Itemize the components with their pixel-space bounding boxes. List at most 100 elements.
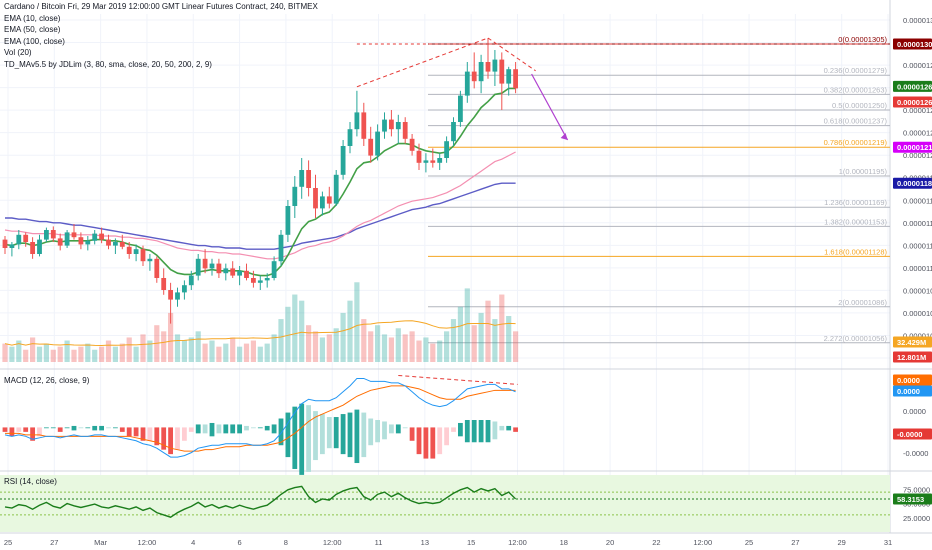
volume-bar: [264, 343, 270, 362]
time-tick-label: 12:00: [138, 538, 157, 547]
time-tick-label: 4: [191, 538, 195, 547]
volume-bar: [354, 282, 360, 362]
macd-histogram-bar: [271, 424, 277, 434]
fib-level-label: 0.618(0.00001237): [824, 117, 888, 126]
candle-body: [175, 292, 180, 300]
macd-tick-label: 0.0000: [903, 407, 926, 416]
trend-drawings[interactable]: [356, 37, 890, 141]
fib-level-label: 0.5(0.00001250): [832, 101, 888, 110]
candle-body: [437, 158, 443, 163]
volume-bar: [216, 346, 222, 362]
price-tag-text: 0.00001265: [897, 98, 932, 107]
macd-histogram-bar: [326, 417, 332, 449]
candle-body: [264, 278, 270, 281]
macd-histogram-bar: [506, 425, 512, 431]
volume-bar: [85, 343, 91, 362]
price-tag-text: 32.429M: [897, 338, 926, 347]
volume-bar: [492, 319, 498, 362]
legend-ema10[interactable]: EMA (10, close): [4, 13, 61, 23]
fib-level-label: 0(0.00001305): [838, 35, 887, 44]
fibonacci-retracement[interactable]: 0(0.00001305) 0.236(0.00001279) 0.382(0.00…: [428, 35, 890, 344]
candle-body: [361, 112, 367, 139]
candle-body: [354, 112, 360, 130]
legend-ema50[interactable]: EMA (50, close): [4, 25, 61, 34]
candle-body: [389, 119, 394, 130]
macd-histogram-bar: [451, 427, 456, 432]
macd-histogram-bar: [175, 427, 180, 450]
rsi-pane: [0, 475, 890, 532]
macd-histogram-bar: [437, 427, 443, 455]
macd-histogram-bar: [119, 427, 125, 432]
price-tick-label: 0.00001120: [903, 241, 932, 250]
price-tick-label: 0.00001075: [903, 309, 932, 318]
fib-level-label: 2(0.00001086): [838, 298, 887, 307]
macd-histogram-bar: [402, 427, 408, 429]
macd-divergence-line: [398, 374, 518, 385]
price-tag-high: 0.00001305: [893, 38, 932, 50]
legend-tdma[interactable]: TD_MAv5.5 by JDLim (3, 80, sma, close, 2…: [4, 59, 212, 69]
macd-histogram-bar: [216, 424, 222, 434]
macd-histogram-bar: [16, 427, 22, 432]
volume-bar: [347, 300, 353, 362]
candle-body: [499, 59, 505, 84]
macd-histogram-bar: [264, 425, 270, 431]
moving-averages: [4, 87, 516, 277]
projection-arrowhead: [560, 133, 568, 140]
legend-volume[interactable]: Vol (20): [4, 48, 32, 57]
macd-histogram-bar: [409, 427, 415, 441]
macd-histogram-bar: [37, 427, 42, 437]
price-tick-label: 0.00001140: [903, 219, 932, 228]
volume-bar: [285, 306, 291, 362]
candle-body: [347, 129, 353, 146]
volume-bar: [133, 346, 139, 362]
candle-body: [292, 186, 298, 206]
macd-histogram-bar: [71, 425, 77, 431]
candle-body: [299, 170, 305, 187]
candle-body: [23, 234, 29, 242]
time-tick-label: 6: [237, 538, 241, 547]
candle-body: [195, 258, 201, 276]
volume-bar: [64, 340, 70, 362]
macd-legend[interactable]: MACD (12, 26, close, 9): [4, 376, 90, 385]
macd-histogram-bar: [485, 420, 491, 443]
macd-histogram-bar: [9, 427, 15, 437]
price-tag-last: 0.00001265: [893, 96, 932, 108]
candle-body: [451, 122, 456, 142]
price-tag-bg: [893, 80, 932, 92]
macd-histogram-bar: [154, 427, 160, 446]
rsi-legend[interactable]: RSI (14, close): [4, 477, 57, 486]
macd-histogram-bar: [223, 424, 229, 434]
price-tag-text: -0.0000: [897, 430, 922, 439]
macd-histogram-bar: [499, 425, 505, 431]
time-tick-label: 27: [791, 538, 799, 547]
time-tick-label: 22: [652, 538, 660, 547]
volume-bar: [140, 334, 146, 362]
time-tick-label: 25: [4, 538, 12, 547]
volume-bar: [333, 328, 339, 362]
volume-bar: [395, 328, 401, 362]
candle-body: [506, 69, 512, 84]
price-tick-label: 0.00001200: [903, 151, 932, 160]
candle-body: [78, 237, 84, 245]
candle-body: [9, 244, 15, 248]
volume-bar: [250, 340, 256, 362]
volume-bar: [71, 349, 77, 362]
axes: 0.000013200.000013000.000012800.00001260…: [4, 16, 932, 547]
volume-bar: [485, 300, 491, 362]
volume-bar: [368, 331, 374, 362]
volume-tag-ma: 32.429M: [893, 336, 932, 348]
ema100-line: [5, 182, 516, 250]
price-tag-bg: [893, 351, 932, 363]
macd-histogram-bar: [375, 420, 380, 443]
price-tick-label: 0.00001280: [903, 61, 932, 70]
candle-body: [257, 280, 263, 283]
macd-tag-hist: -0.0000: [893, 428, 932, 440]
candle-body: [113, 242, 118, 246]
candle-body: [478, 62, 484, 82]
macd-pane: [2, 374, 518, 475]
macd-histogram-bar: [64, 427, 70, 429]
legend-ema100[interactable]: EMA (100, close): [4, 36, 65, 46]
price-tag-bg: [893, 336, 932, 348]
macd-histogram-bar: [161, 427, 167, 450]
